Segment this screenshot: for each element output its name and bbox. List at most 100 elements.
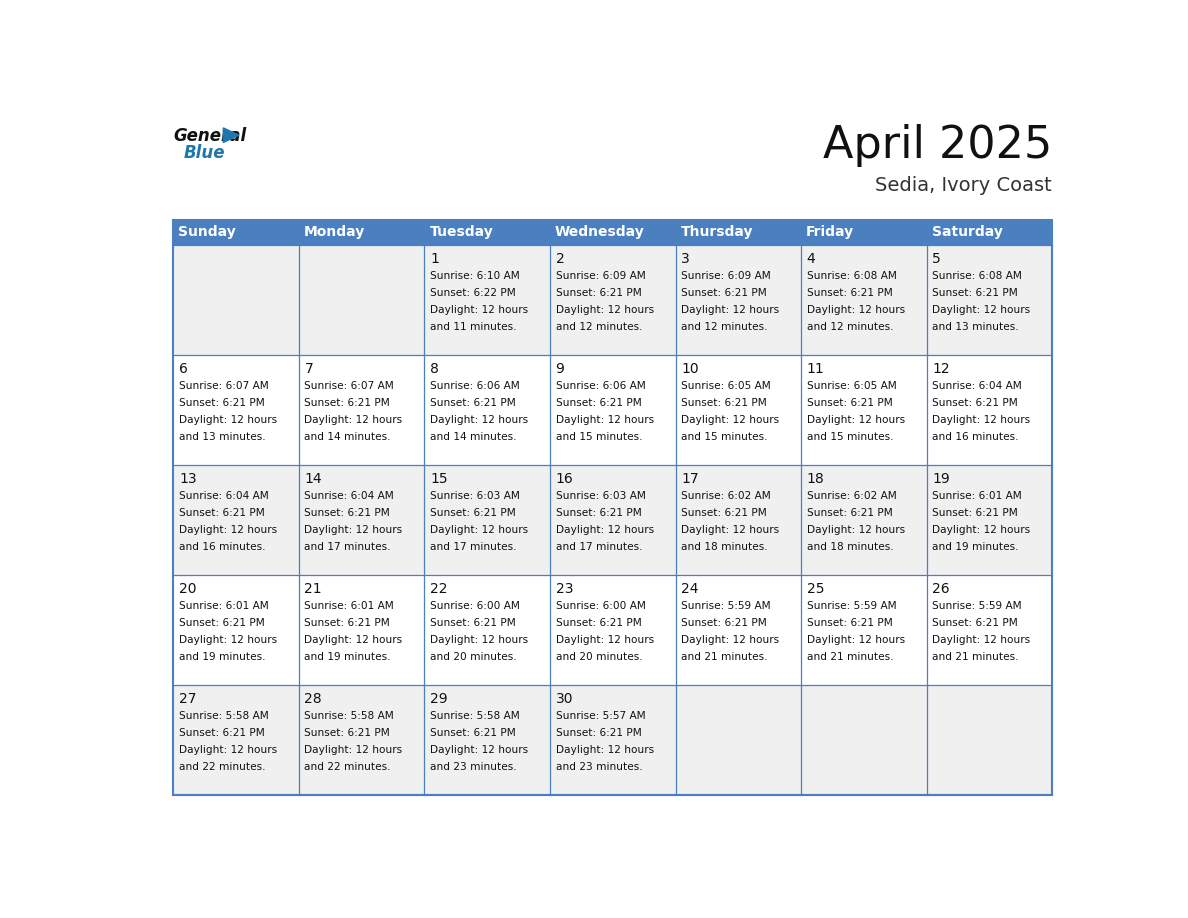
Text: 17: 17: [681, 472, 699, 486]
Text: Daylight: 12 hours: Daylight: 12 hours: [807, 525, 905, 535]
Text: Sunrise: 6:01 AM: Sunrise: 6:01 AM: [304, 601, 394, 611]
Text: 24: 24: [681, 582, 699, 596]
Text: 20: 20: [179, 582, 196, 596]
Text: Sunrise: 6:01 AM: Sunrise: 6:01 AM: [179, 601, 268, 611]
Text: and 21 minutes.: and 21 minutes.: [681, 653, 767, 662]
Text: Daylight: 12 hours: Daylight: 12 hours: [933, 305, 1030, 315]
Text: Daylight: 12 hours: Daylight: 12 hours: [556, 745, 653, 756]
Text: Daylight: 12 hours: Daylight: 12 hours: [430, 415, 529, 425]
Text: 29: 29: [430, 692, 448, 706]
Text: Sedia, Ivory Coast: Sedia, Ivory Coast: [876, 175, 1053, 195]
Text: 6: 6: [179, 362, 188, 375]
Text: Sunrise: 6:04 AM: Sunrise: 6:04 AM: [304, 491, 394, 501]
Text: Sunset: 6:21 PM: Sunset: 6:21 PM: [430, 398, 516, 408]
Text: Sunset: 6:21 PM: Sunset: 6:21 PM: [807, 508, 892, 518]
Text: Sunset: 6:21 PM: Sunset: 6:21 PM: [304, 728, 390, 738]
Text: 22: 22: [430, 582, 448, 596]
Text: Sunrise: 6:10 AM: Sunrise: 6:10 AM: [430, 271, 520, 281]
Bar: [173, 576, 1053, 686]
Text: and 22 minutes.: and 22 minutes.: [304, 763, 391, 772]
Text: and 20 minutes.: and 20 minutes.: [430, 653, 517, 662]
Text: and 16 minutes.: and 16 minutes.: [179, 543, 265, 553]
Text: Daylight: 12 hours: Daylight: 12 hours: [179, 635, 277, 645]
Text: Sunset: 6:21 PM: Sunset: 6:21 PM: [933, 508, 1018, 518]
Text: and 22 minutes.: and 22 minutes.: [179, 763, 265, 772]
Text: 15: 15: [430, 472, 448, 486]
Text: Daylight: 12 hours: Daylight: 12 hours: [556, 635, 653, 645]
Text: and 23 minutes.: and 23 minutes.: [430, 763, 517, 772]
Text: 21: 21: [304, 582, 322, 596]
Text: Sunset: 6:21 PM: Sunset: 6:21 PM: [933, 398, 1018, 408]
Text: Daylight: 12 hours: Daylight: 12 hours: [556, 525, 653, 535]
Text: and 17 minutes.: and 17 minutes.: [556, 543, 642, 553]
Text: and 17 minutes.: and 17 minutes.: [430, 543, 517, 553]
Text: 4: 4: [807, 252, 815, 265]
Text: and 21 minutes.: and 21 minutes.: [933, 653, 1019, 662]
Text: 5: 5: [933, 252, 941, 265]
Text: Thursday: Thursday: [681, 225, 753, 240]
Text: Sunset: 6:21 PM: Sunset: 6:21 PM: [430, 728, 516, 738]
Text: and 13 minutes.: and 13 minutes.: [933, 322, 1019, 332]
Text: Daylight: 12 hours: Daylight: 12 hours: [430, 525, 529, 535]
Text: Sunrise: 6:06 AM: Sunrise: 6:06 AM: [556, 381, 645, 391]
Text: Friday: Friday: [807, 225, 854, 240]
Text: Daylight: 12 hours: Daylight: 12 hours: [807, 635, 905, 645]
Text: 7: 7: [304, 362, 314, 375]
Text: Sunrise: 6:07 AM: Sunrise: 6:07 AM: [179, 381, 268, 391]
Text: and 17 minutes.: and 17 minutes.: [304, 543, 391, 553]
Text: General: General: [173, 127, 247, 145]
Text: Wednesday: Wednesday: [555, 225, 645, 240]
Text: Daylight: 12 hours: Daylight: 12 hours: [933, 415, 1030, 425]
Text: Sunset: 6:21 PM: Sunset: 6:21 PM: [807, 288, 892, 297]
Text: 30: 30: [556, 692, 573, 706]
Text: Sunset: 6:22 PM: Sunset: 6:22 PM: [430, 288, 516, 297]
Text: 1: 1: [430, 252, 438, 265]
Text: and 12 minutes.: and 12 minutes.: [556, 322, 642, 332]
Polygon shape: [223, 128, 239, 142]
Text: Sunrise: 6:06 AM: Sunrise: 6:06 AM: [430, 381, 520, 391]
Text: Sunset: 6:21 PM: Sunset: 6:21 PM: [933, 618, 1018, 628]
Text: Sunrise: 6:01 AM: Sunrise: 6:01 AM: [933, 491, 1022, 501]
Text: Sunrise: 6:02 AM: Sunrise: 6:02 AM: [681, 491, 771, 501]
Text: Sunrise: 6:09 AM: Sunrise: 6:09 AM: [681, 271, 771, 281]
Text: and 19 minutes.: and 19 minutes.: [933, 543, 1019, 553]
Text: Sunrise: 6:04 AM: Sunrise: 6:04 AM: [933, 381, 1022, 391]
Text: and 12 minutes.: and 12 minutes.: [807, 322, 893, 332]
Text: Sunrise: 6:08 AM: Sunrise: 6:08 AM: [933, 271, 1022, 281]
Text: 9: 9: [556, 362, 564, 375]
Text: 23: 23: [556, 582, 573, 596]
Bar: [173, 219, 1053, 245]
Text: Sunset: 6:21 PM: Sunset: 6:21 PM: [556, 508, 642, 518]
Text: Sunrise: 6:04 AM: Sunrise: 6:04 AM: [179, 491, 268, 501]
Text: and 15 minutes.: and 15 minutes.: [807, 432, 893, 442]
Text: Saturday: Saturday: [931, 225, 1003, 240]
Text: Sunset: 6:21 PM: Sunset: 6:21 PM: [179, 728, 265, 738]
Text: and 21 minutes.: and 21 minutes.: [807, 653, 893, 662]
Text: Daylight: 12 hours: Daylight: 12 hours: [304, 525, 403, 535]
Bar: [173, 245, 1053, 355]
Text: Sunrise: 5:57 AM: Sunrise: 5:57 AM: [556, 711, 645, 722]
Text: Daylight: 12 hours: Daylight: 12 hours: [430, 745, 529, 756]
Text: 18: 18: [807, 472, 824, 486]
Text: Sunset: 6:21 PM: Sunset: 6:21 PM: [556, 398, 642, 408]
Text: Sunrise: 6:00 AM: Sunrise: 6:00 AM: [430, 601, 520, 611]
Text: and 18 minutes.: and 18 minutes.: [807, 543, 893, 553]
Text: Sunrise: 6:02 AM: Sunrise: 6:02 AM: [807, 491, 897, 501]
Text: Daylight: 12 hours: Daylight: 12 hours: [681, 525, 779, 535]
Text: 14: 14: [304, 472, 322, 486]
Text: Daylight: 12 hours: Daylight: 12 hours: [681, 415, 779, 425]
Text: and 16 minutes.: and 16 minutes.: [933, 432, 1019, 442]
Text: and 15 minutes.: and 15 minutes.: [681, 432, 767, 442]
Text: Sunset: 6:21 PM: Sunset: 6:21 PM: [179, 508, 265, 518]
Text: Daylight: 12 hours: Daylight: 12 hours: [556, 305, 653, 315]
Text: Sunrise: 6:00 AM: Sunrise: 6:00 AM: [556, 601, 645, 611]
Text: and 14 minutes.: and 14 minutes.: [304, 432, 391, 442]
Text: 13: 13: [179, 472, 196, 486]
Text: 2: 2: [556, 252, 564, 265]
Text: Sunrise: 6:05 AM: Sunrise: 6:05 AM: [681, 381, 771, 391]
Text: Sunset: 6:21 PM: Sunset: 6:21 PM: [933, 288, 1018, 297]
Text: Sunrise: 6:05 AM: Sunrise: 6:05 AM: [807, 381, 897, 391]
Text: Daylight: 12 hours: Daylight: 12 hours: [807, 415, 905, 425]
Text: and 18 minutes.: and 18 minutes.: [681, 543, 767, 553]
Text: Sunrise: 6:09 AM: Sunrise: 6:09 AM: [556, 271, 645, 281]
